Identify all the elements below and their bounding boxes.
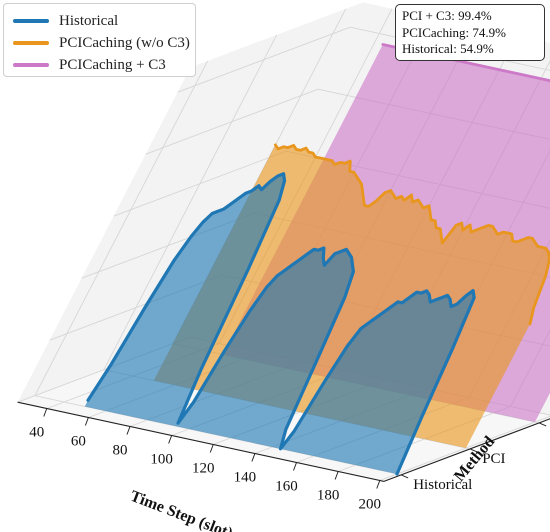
legend-label-pcicaching: PCICaching (w/o C3)	[59, 34, 190, 51]
x-tick-label-180: 180	[317, 488, 340, 504]
x-tick-label-120: 120	[192, 461, 215, 477]
series-1-line	[273, 143, 550, 326]
stats-line-pci-c3: PCI + C3: 99.4%	[402, 8, 492, 23]
legend: Historical PCICaching (w/o C3) PCICachin…	[3, 3, 196, 77]
series-layer	[84, 43, 550, 476]
x-tick-mark-120	[209, 444, 214, 453]
x-tick-mark-80	[126, 426, 131, 435]
x-tick-label-80: 80	[113, 443, 128, 459]
x-axis-label: Time Step (slot)	[128, 488, 235, 532]
method-axis-line	[383, 418, 550, 482]
legend-swatch-pcicaching	[13, 41, 49, 45]
x-tick-label-100: 100	[150, 452, 173, 468]
method-tick-label-1: PCI	[482, 451, 505, 467]
series-0-line	[86, 172, 476, 476]
x-tick-label-160: 160	[275, 479, 298, 495]
x-axis-line	[17, 401, 385, 482]
method-tick-mark-2	[538, 422, 547, 427]
x-tick-label-40: 40	[29, 425, 44, 441]
x-tick-mark-180	[334, 471, 339, 480]
x-tick-label-200: 200	[359, 497, 382, 513]
x-tick-mark-140	[251, 453, 256, 462]
stats-line-historical: Historical: 54.9%	[402, 41, 494, 56]
method-tick-label-0: Historical	[413, 477, 472, 493]
legend-label-pcicaching-c3: PCICaching + C3	[59, 56, 166, 73]
legend-item-pcicaching-c3: PCICaching + C3	[4, 55, 166, 75]
x-tick-mark-160	[293, 462, 297, 471]
x-tick-mark-100	[168, 435, 173, 444]
legend-swatch-pcicaching-c3	[13, 63, 49, 67]
legend-item-historical: Historical	[4, 11, 118, 31]
method-tick-mark-1	[469, 448, 478, 453]
tick-labels: 406080100120140160180200HistoricalPCIPCI…	[29, 408, 547, 513]
x-tick-mark-40	[43, 408, 48, 417]
stats-line-pcicaching: PCICaching: 74.9%	[402, 24, 506, 40]
x-tick-label-60: 60	[71, 434, 86, 450]
stats-annotation-box: PCI + C3: 99.4% PCICaching: 74.9% Histor…	[395, 4, 545, 61]
method-tick-mark-0	[400, 474, 409, 479]
grid-left-m-0	[34, 60, 209, 396]
x-tick-mark-200	[376, 480, 381, 489]
legend-label-historical: Historical	[59, 12, 119, 29]
x-tick-mark-60	[84, 417, 89, 426]
grid-left-m-1	[103, 34, 278, 370]
legend-swatch-historical	[13, 19, 49, 23]
axis-lines	[17, 401, 550, 482]
series-0-area	[84, 173, 475, 475]
legend-item-pcicaching: PCICaching (w/o C3)	[4, 33, 190, 53]
x-tick-label-140: 140	[234, 470, 257, 486]
